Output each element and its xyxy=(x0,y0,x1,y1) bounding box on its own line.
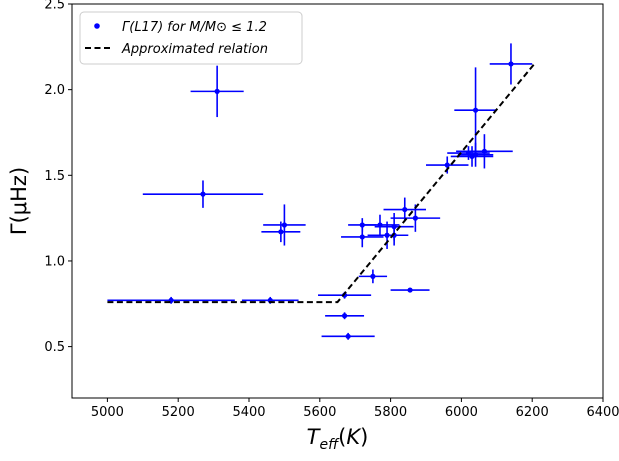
data-marker xyxy=(508,61,514,67)
data-point-24 xyxy=(454,67,497,154)
data-point-9 xyxy=(321,332,375,340)
data-marker xyxy=(370,273,376,279)
data-marker xyxy=(444,162,450,168)
data-marker xyxy=(278,229,284,235)
data-marker xyxy=(407,287,413,293)
plot-area xyxy=(107,43,537,340)
data-marker xyxy=(402,206,408,213)
data-point-20 xyxy=(426,156,469,174)
legend-label-data: Γ(L17) for M/M⊙ ≤ 1.2 xyxy=(122,20,267,35)
axes-frame xyxy=(71,3,604,399)
y-tick-label: 1.0 xyxy=(44,254,65,269)
legend-box xyxy=(79,11,303,65)
data-marker xyxy=(214,88,220,94)
data-point-18 xyxy=(390,287,430,293)
x-tick-label: 6000 xyxy=(445,405,478,420)
legend-label-relation: Approximated relation xyxy=(121,42,268,57)
x-tick-label: 6200 xyxy=(516,405,549,420)
data-point-16 xyxy=(379,224,409,246)
data-marker xyxy=(345,333,351,339)
data-point-25 xyxy=(456,134,513,169)
data-point-19 xyxy=(390,204,441,232)
y-axis-label: Γ(μHz) xyxy=(7,167,31,235)
errorbar-series xyxy=(107,43,533,340)
y-tick-label: 2.0 xyxy=(44,83,65,98)
data-marker xyxy=(359,234,365,240)
legend: Γ(L17) for M/M⊙ ≤ 1.2 Approximated relati… xyxy=(79,11,303,65)
x-tick-label: 5200 xyxy=(162,405,195,420)
axes: 5000 5200 5400 5600 5800 6000 6200 6400 0.5 1.0 1.… xyxy=(7,0,619,453)
data-marker xyxy=(200,191,206,197)
data-marker xyxy=(281,222,287,228)
data-point-8 xyxy=(325,312,365,320)
data-marker xyxy=(472,107,479,113)
data-point-12 xyxy=(358,269,388,284)
x-tick-label: 5800 xyxy=(374,405,407,420)
legend-entry-data: Γ(L17) for M/M⊙ ≤ 1.2 xyxy=(94,20,267,35)
y-tick-label: 2.5 xyxy=(44,0,65,13)
data-point-26 xyxy=(489,43,533,85)
y-tick-label: 0.5 xyxy=(44,340,65,355)
x-tick-label: 6400 xyxy=(586,405,619,420)
legend-dot-marker xyxy=(94,23,100,29)
approximated-relation-line xyxy=(107,61,537,304)
x-axis-label: Teff(K) xyxy=(307,425,369,453)
data-marker xyxy=(481,148,488,154)
y-tick-label: 1.5 xyxy=(44,169,65,184)
data-point-6 xyxy=(263,204,306,246)
data-point-4 xyxy=(190,65,244,118)
data-marker xyxy=(412,215,418,221)
data-marker xyxy=(472,152,479,158)
x-tick-label: 5600 xyxy=(303,405,336,420)
data-point-3 xyxy=(142,180,264,208)
x-tick-label: 5400 xyxy=(232,405,265,420)
x-tick-label: 5000 xyxy=(91,405,124,420)
data-marker xyxy=(341,313,348,319)
legend-entry-relation: Approximated relation xyxy=(85,42,268,57)
